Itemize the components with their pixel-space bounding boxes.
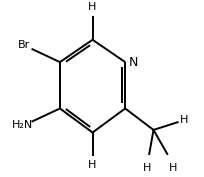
Text: H: H <box>142 162 151 173</box>
Text: H: H <box>179 115 188 125</box>
Text: H₂N: H₂N <box>11 120 33 130</box>
Text: H: H <box>169 162 177 173</box>
Text: Br: Br <box>18 40 30 50</box>
Text: H: H <box>88 2 97 12</box>
Text: H: H <box>88 160 97 170</box>
Text: N: N <box>129 56 139 69</box>
